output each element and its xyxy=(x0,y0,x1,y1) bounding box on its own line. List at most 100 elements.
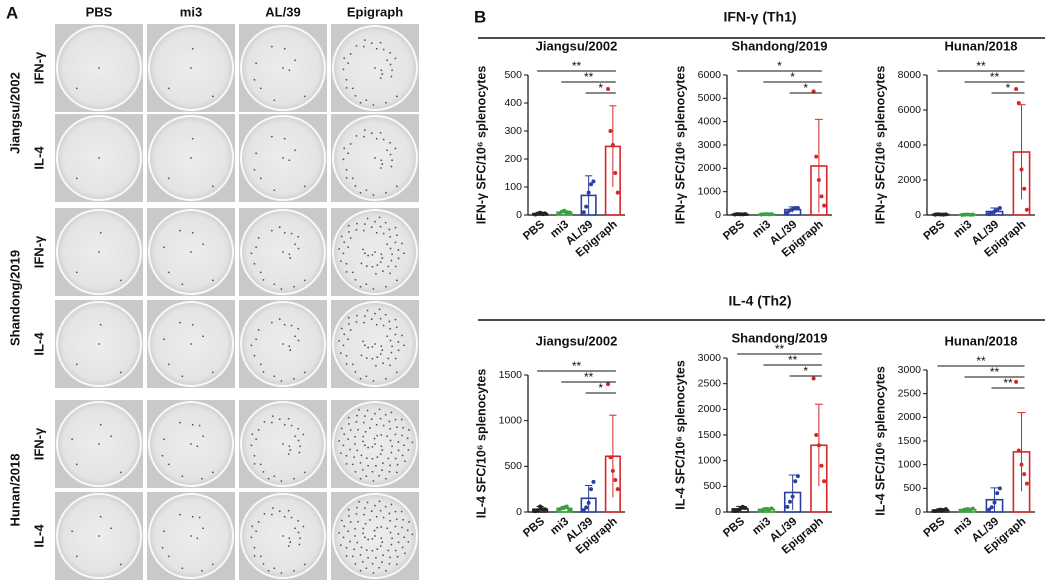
spot xyxy=(278,226,281,229)
spot xyxy=(387,457,390,460)
spot xyxy=(99,323,102,326)
spot xyxy=(381,257,384,259)
data-point xyxy=(1014,379,1019,384)
spot xyxy=(360,454,363,457)
spot xyxy=(270,421,273,424)
spot xyxy=(359,101,362,104)
spot xyxy=(282,251,284,253)
data-point xyxy=(1022,186,1027,191)
spot xyxy=(362,248,364,251)
spot xyxy=(282,67,284,69)
spot xyxy=(357,428,359,431)
spot xyxy=(299,537,302,540)
spot xyxy=(339,544,342,547)
data-point xyxy=(943,212,948,217)
spot xyxy=(400,418,403,421)
spot xyxy=(380,159,383,162)
spot xyxy=(379,509,382,512)
spot xyxy=(345,363,348,365)
y-tick-label: 0 xyxy=(516,506,522,518)
spot xyxy=(363,223,366,226)
spot xyxy=(365,189,368,192)
spot xyxy=(367,464,370,467)
data-point xyxy=(795,474,800,479)
spot xyxy=(354,471,357,473)
data-point xyxy=(589,487,594,492)
data-point xyxy=(1022,472,1027,477)
spot xyxy=(289,541,292,543)
significance-label: ** xyxy=(584,370,594,384)
spot xyxy=(375,47,378,50)
spot xyxy=(354,535,356,537)
spot xyxy=(365,549,368,552)
spot xyxy=(362,513,365,516)
spot xyxy=(382,270,384,273)
spot xyxy=(178,513,181,516)
spot xyxy=(390,351,393,354)
spot xyxy=(190,67,192,69)
spot xyxy=(375,515,378,518)
spot xyxy=(378,216,381,219)
spot xyxy=(389,339,392,342)
spot xyxy=(395,371,398,374)
spot xyxy=(362,469,364,471)
spot xyxy=(340,519,343,522)
spot xyxy=(362,421,365,424)
spot xyxy=(394,433,397,436)
y-tick-label: 300 xyxy=(504,125,522,137)
data-point xyxy=(790,494,795,499)
spot xyxy=(379,453,382,455)
spot xyxy=(391,69,394,72)
spot xyxy=(390,451,393,454)
y-axis-label: IFN-γ SFC/10⁶ splenocytes xyxy=(474,66,488,225)
spot xyxy=(253,463,256,465)
spot xyxy=(401,454,404,457)
spot xyxy=(303,471,306,474)
spot xyxy=(354,563,357,565)
spot xyxy=(282,343,284,345)
spot xyxy=(191,137,194,140)
spot xyxy=(371,537,374,540)
spot xyxy=(362,321,365,324)
spot xyxy=(389,235,392,238)
spot xyxy=(378,474,381,477)
y-tick-label: 1500 xyxy=(898,435,922,447)
spot xyxy=(397,533,400,535)
spot xyxy=(290,232,293,235)
row-label: IL-4 xyxy=(31,146,46,170)
spot xyxy=(374,443,376,445)
significance-label: ** xyxy=(976,59,986,73)
spot xyxy=(381,469,383,471)
spot xyxy=(299,445,302,448)
spot xyxy=(362,135,365,138)
spot xyxy=(362,440,364,443)
data-point xyxy=(1019,462,1024,467)
spot xyxy=(351,463,354,466)
spot xyxy=(395,185,398,188)
spot xyxy=(71,438,74,441)
spot xyxy=(163,338,166,341)
spot xyxy=(75,555,78,558)
chart-title: Jiangsu/2002 xyxy=(536,333,618,348)
data-point xyxy=(816,443,821,448)
y-tick-label: 2000 xyxy=(898,174,922,186)
spot xyxy=(380,434,383,436)
spot xyxy=(282,157,284,159)
spot xyxy=(363,315,366,318)
spot xyxy=(278,318,281,321)
spot xyxy=(289,257,292,259)
spot xyxy=(365,457,368,460)
spot xyxy=(280,288,283,290)
spot xyxy=(98,535,100,537)
y-tick-label: 2000 xyxy=(698,403,722,415)
spot xyxy=(401,546,404,549)
spot xyxy=(347,246,350,249)
spot xyxy=(167,177,170,180)
spot xyxy=(403,444,406,447)
data-point xyxy=(788,499,792,504)
spot xyxy=(298,543,301,546)
spot xyxy=(75,271,78,274)
spot xyxy=(211,563,214,566)
spot xyxy=(293,477,295,480)
